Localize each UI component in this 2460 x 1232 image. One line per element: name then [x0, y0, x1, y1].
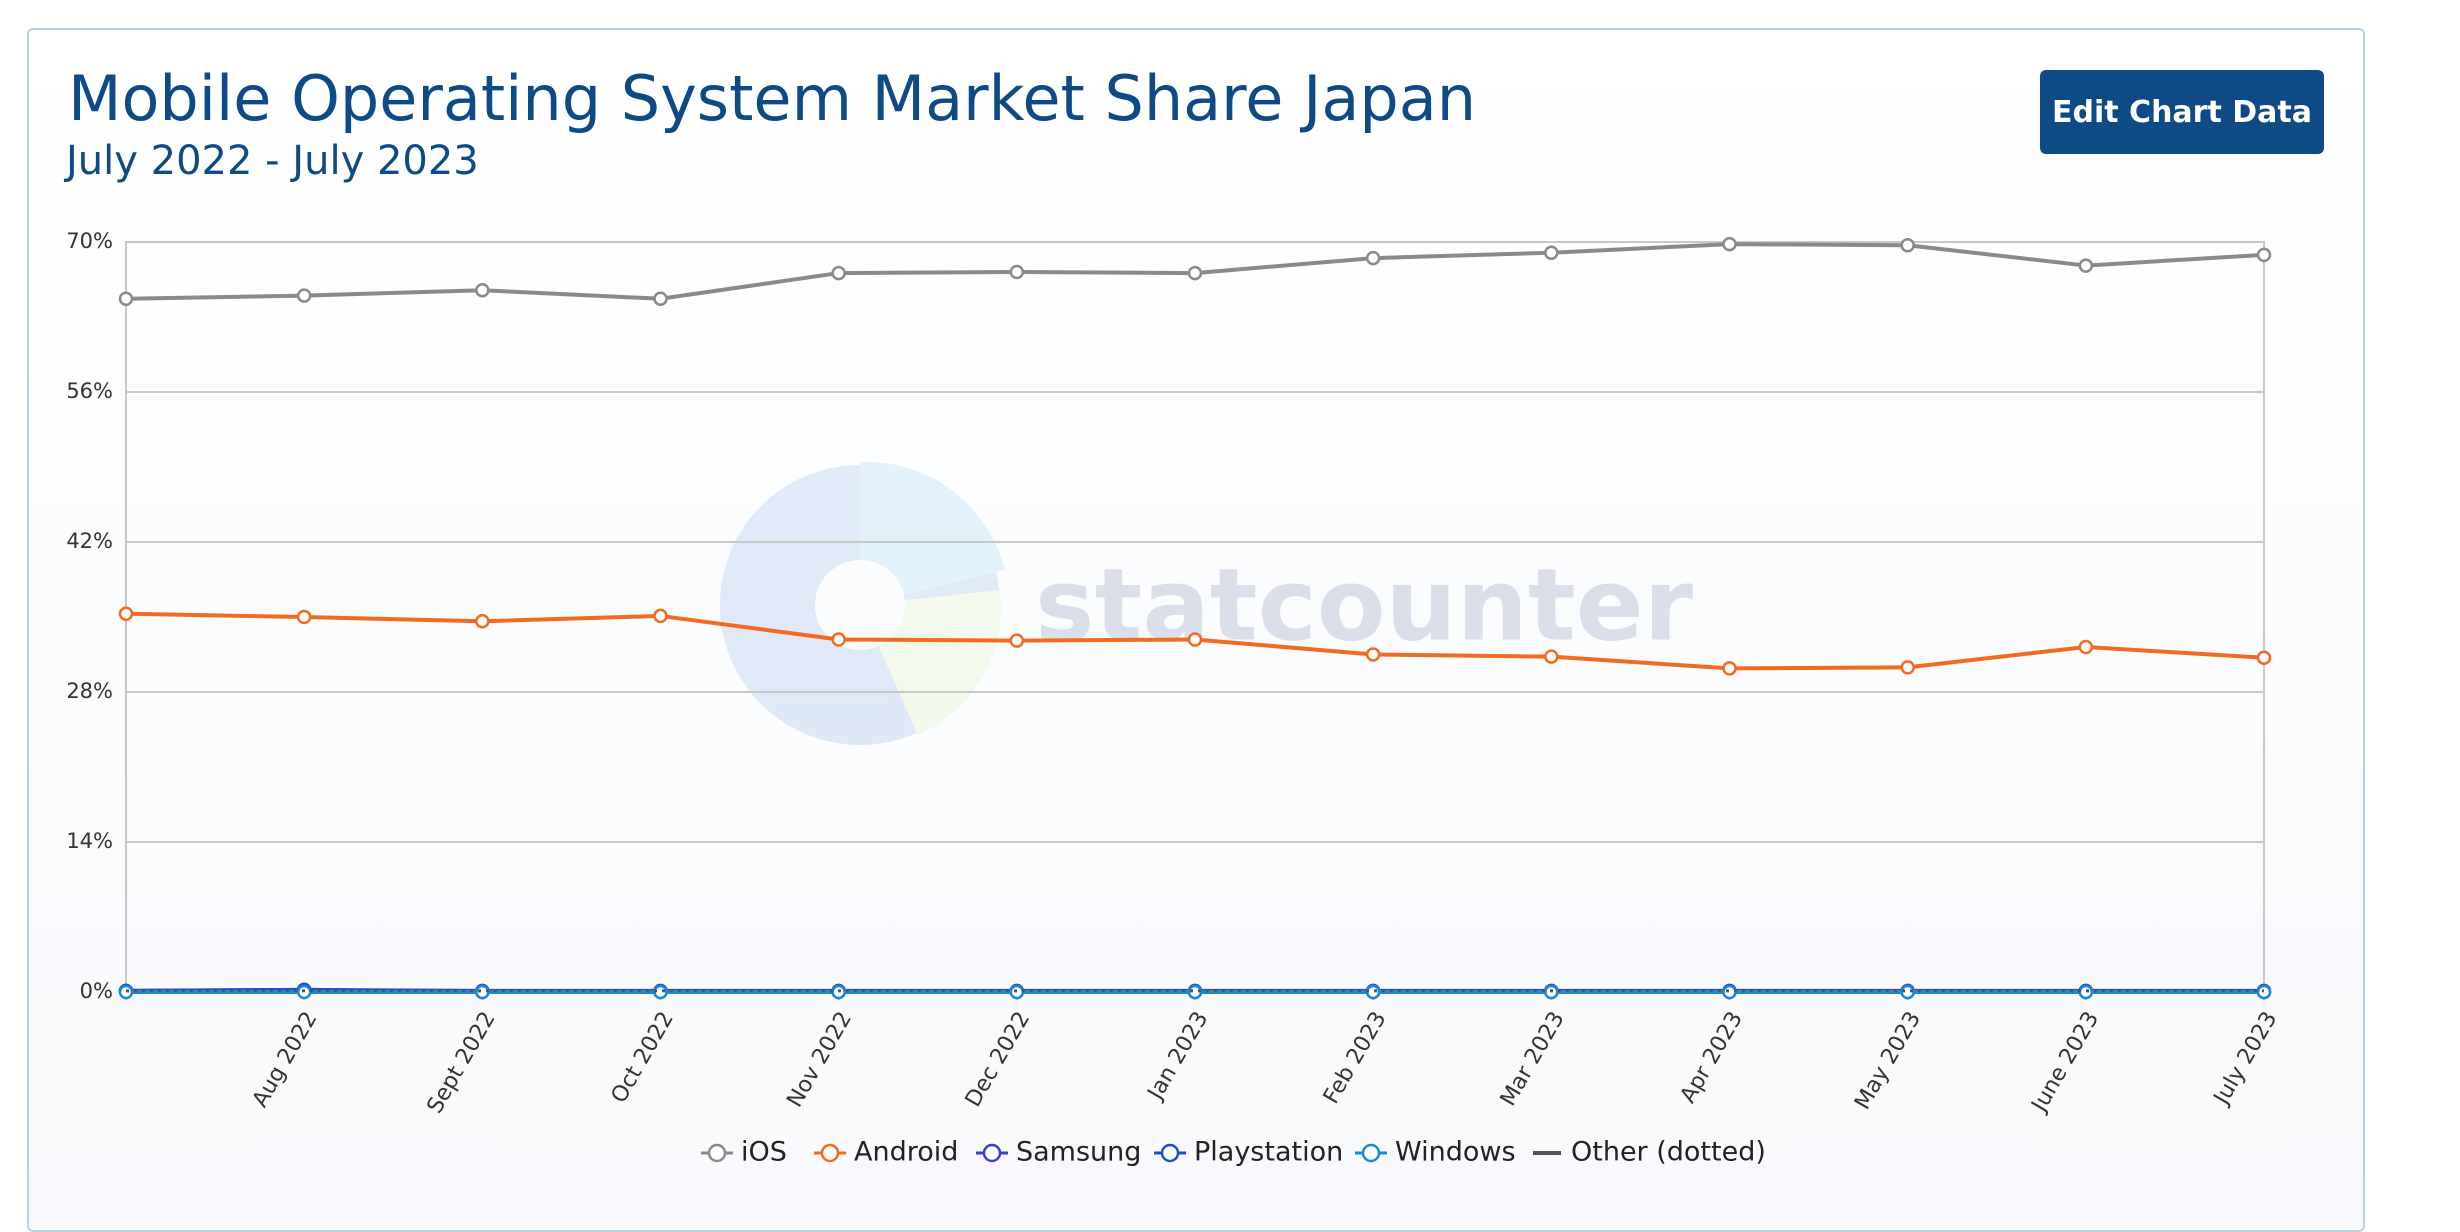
watermark-hole: [815, 560, 905, 650]
y-tick-label: 14%: [66, 829, 113, 853]
legend-marker: [1361, 1143, 1381, 1163]
data-point: [1009, 264, 1025, 280]
data-point: [1544, 245, 1559, 260]
data-point: [2256, 650, 2272, 665]
x-tick-label: Apr 2023: [1676, 1008, 1748, 1108]
legend-label: Samsung: [1016, 1137, 1141, 1168]
data-point: [2078, 258, 2094, 273]
data-point: [1722, 236, 1737, 252]
x-tick-label: Aug 2022: [248, 1008, 323, 1112]
watermark-logo: [720, 461, 1005, 745]
data-point: [1009, 633, 1025, 648]
data-point: [653, 608, 668, 624]
x-tick-label: July 2023: [2208, 1008, 2282, 1111]
legend-marker: [1160, 1143, 1180, 1163]
data-point: [1365, 250, 1381, 266]
data-point: [1900, 660, 1915, 675]
data-point: [475, 614, 490, 629]
data-point: [1722, 661, 1737, 676]
x-tick-label: Sept 2022: [423, 1008, 501, 1118]
chart-card: [27, 28, 2365, 1232]
legend-marker: [707, 1143, 727, 1163]
y-tick-label: 56%: [66, 379, 113, 403]
x-tick-label: Jan 2023: [1142, 1008, 1213, 1106]
legend-marker: [820, 1143, 840, 1163]
chart-subtitle: July 2022 - July 2023: [66, 138, 479, 184]
data-point: [1722, 984, 1737, 1000]
data-point: [2078, 639, 2094, 655]
data-point: [2078, 984, 2094, 1000]
data-point: [1187, 265, 1203, 281]
x-tick-label: Oct 2022: [607, 1008, 679, 1108]
watermark-slice: [860, 461, 1005, 605]
x-tick-label: Mar 2023: [1496, 1008, 1570, 1111]
data-point: [1900, 237, 1915, 253]
watermark-text: statcounter: [1035, 546, 1694, 663]
data-point: [831, 632, 846, 647]
y-tick-label: 42%: [66, 529, 113, 553]
data-point: [1187, 632, 1203, 647]
legend-label: Windows: [1395, 1137, 1516, 1168]
watermark-slice: [860, 590, 1002, 735]
legend-marker: [982, 1143, 1002, 1163]
data-point: [296, 288, 312, 303]
x-tick-label: June 2023: [2026, 1008, 2104, 1118]
data-point: [475, 282, 490, 298]
page: {"chart_data": {"type": "line", "title":…: [27, 28, 2365, 1232]
legend-label: Other (dotted): [1571, 1137, 1766, 1168]
edit-button[interactable]: Edit Chart Data: [2040, 70, 2324, 154]
data-point: [1544, 649, 1559, 664]
x-tick-label: May 2023: [1850, 1008, 1926, 1114]
chart: statcounter 0% 14% 28% 42% 56% 70% Aug 2022 Sep…: [66, 229, 2282, 1168]
data-point: [296, 609, 312, 625]
data-point: [2256, 247, 2272, 263]
legend-label: iOS: [741, 1137, 787, 1168]
y-tick-label: 28%: [66, 679, 113, 703]
x-tick-label: Nov 2022: [782, 1008, 857, 1112]
y-tick-label: 0%: [80, 979, 113, 1003]
watermark-disc: [720, 465, 1000, 745]
legend-label: Playstation: [1194, 1137, 1343, 1168]
data-point: [831, 265, 846, 281]
y-tick-label: 70%: [66, 229, 113, 253]
data-point: [118, 291, 134, 307]
data-point: [1365, 647, 1381, 662]
legend-label: Android: [854, 1137, 958, 1168]
x-tick-label: Dec 2022: [961, 1008, 1035, 1112]
data-point: [1900, 984, 1915, 1000]
data-point: [118, 606, 134, 622]
chart-title: Mobile Operating System Market Share Jap…: [68, 62, 1477, 135]
data-point: [653, 291, 668, 307]
x-tick-label: Feb 2023: [1319, 1008, 1392, 1109]
